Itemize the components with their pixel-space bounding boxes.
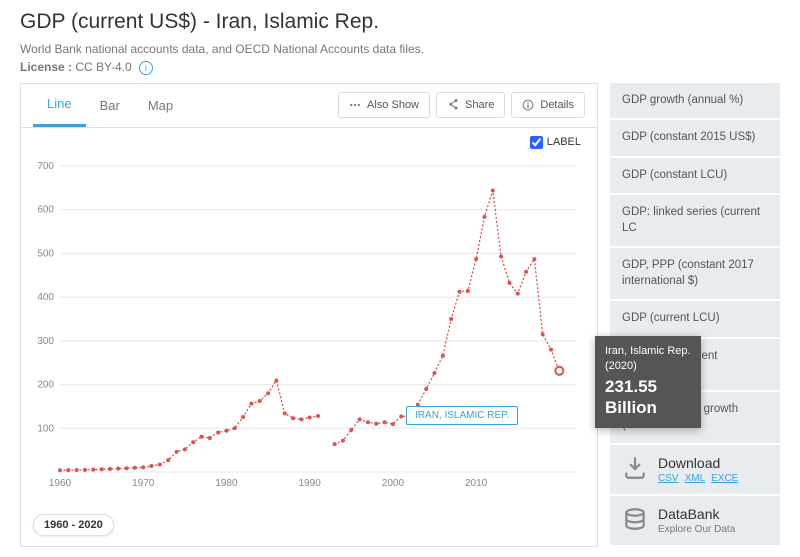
tooltip-country: Iran, Islamic Rep. xyxy=(605,344,691,359)
menu-dots-icon xyxy=(349,99,361,111)
tooltip-unit: Billion xyxy=(605,398,657,417)
download-icon xyxy=(622,455,648,481)
svg-text:2010: 2010 xyxy=(465,478,488,489)
tab-line[interactable]: Line xyxy=(33,83,86,127)
indicator-item[interactable]: GDP growth (annual %) xyxy=(610,83,780,119)
license-row: License : CC BY-4.0 i xyxy=(20,60,780,75)
svg-text:300: 300 xyxy=(37,336,54,347)
label-toggle[interactable]: LABEL xyxy=(530,136,581,149)
databank-icon xyxy=(622,506,648,532)
download-title: Download xyxy=(658,455,744,471)
svg-text:700: 700 xyxy=(37,161,54,172)
info-icon[interactable]: i xyxy=(139,61,153,75)
indicator-item[interactable]: GDP (constant LCU) xyxy=(610,158,780,194)
subtitle: World Bank national accounts data, and O… xyxy=(20,42,780,56)
svg-text:400: 400 xyxy=(37,292,54,303)
year-range-pill[interactable]: 1960 - 2020 xyxy=(33,514,114,536)
indicator-item[interactable]: GDP (constant 2015 US$) xyxy=(610,120,780,156)
svg-text:1960: 1960 xyxy=(49,478,72,489)
tab-map[interactable]: Map xyxy=(134,83,187,127)
download-xml[interactable]: XML xyxy=(685,473,706,484)
svg-text:500: 500 xyxy=(37,248,54,259)
details-label: Details xyxy=(540,99,574,111)
share-button[interactable]: Share xyxy=(436,92,505,118)
svg-text:100: 100 xyxy=(37,423,54,434)
download-csv[interactable]: CSV xyxy=(658,473,679,484)
line-chart: 100 200 300 400 500 600 700 1960 1970 1980 1990 200… xyxy=(25,138,587,498)
databank-card[interactable]: DataBank Explore Our Data xyxy=(610,496,780,545)
svg-text:200: 200 xyxy=(37,379,54,390)
license-value: CC BY-4.0 xyxy=(75,60,131,74)
share-label: Share xyxy=(465,99,494,111)
svg-text:1980: 1980 xyxy=(215,478,238,489)
indicator-item[interactable]: GDP, PPP (constant 2017 international $) xyxy=(610,248,780,299)
download-card: Download CSV XML EXCE xyxy=(610,445,780,494)
tab-bar[interactable]: Bar xyxy=(86,83,134,127)
share-icon xyxy=(447,99,459,111)
page-title: GDP (current US$) - Iran, Islamic Rep. xyxy=(20,10,780,34)
svg-text:600: 600 xyxy=(37,205,54,216)
label-checkbox[interactable] xyxy=(530,136,543,149)
tooltip-value: 231.55 xyxy=(605,377,657,396)
download-excel[interactable]: EXCE xyxy=(711,473,738,484)
svg-text:1990: 1990 xyxy=(299,478,322,489)
license-label: License : xyxy=(20,60,72,74)
also-show-label: Also Show xyxy=(367,99,419,111)
chart-tooltip: Iran, Islamic Rep. (2020) 231.55 Billion xyxy=(595,336,701,428)
tooltip-year: (2020) xyxy=(605,359,691,374)
indicator-item[interactable]: GDP (current LCU) xyxy=(610,301,780,337)
label-toggle-text: LABEL xyxy=(547,136,581,148)
svg-text:2000: 2000 xyxy=(382,478,405,489)
databank-sub: Explore Our Data xyxy=(658,524,735,535)
also-show-button[interactable]: Also Show xyxy=(338,92,430,118)
indicator-item[interactable]: GDP: linked series (current LC xyxy=(610,195,780,246)
details-icon xyxy=(522,99,534,111)
details-button[interactable]: Details xyxy=(511,92,585,118)
series-label-badge: IRAN, ISLAMIC REP. xyxy=(406,406,518,425)
svg-text:1970: 1970 xyxy=(132,478,155,489)
databank-title: DataBank xyxy=(658,506,735,522)
